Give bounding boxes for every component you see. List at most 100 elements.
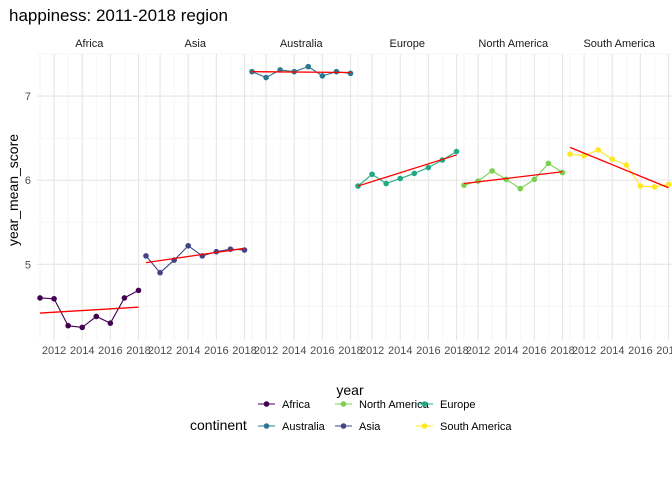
data-point: [79, 324, 86, 331]
data-point: [559, 169, 566, 176]
data-point: [121, 295, 128, 301]
facet-panel-europe: Europe 2012 2014 2016 2018: [355, 38, 469, 357]
data-point: [623, 162, 630, 168]
legend-item-australia: Australia: [258, 421, 326, 433]
x-tick-label: 2016: [310, 345, 334, 357]
legend-key-point: [340, 401, 347, 407]
facet-strip-label: Africa: [75, 38, 104, 50]
series-line: [463, 162, 563, 190]
data-point: [637, 183, 644, 189]
data-point: [531, 176, 538, 183]
data-point: [143, 253, 149, 259]
x-tick-label: 2012: [254, 345, 278, 357]
trend-line: [251, 71, 351, 74]
legend-label: Europe: [440, 399, 475, 411]
legend: Africa Australia North America Asia Europe So…: [258, 399, 512, 433]
legend-label: South America: [440, 421, 512, 433]
data-point: [37, 295, 43, 301]
facet-panel-asia: Asia 2012 2014 2016 2018: [143, 38, 257, 357]
x-axis-title: year: [336, 382, 364, 398]
facet-panel-africa: Africa 2012 2014 2016 2018: [37, 38, 151, 357]
legend-key-point: [421, 423, 428, 429]
x-tick-label: 2014: [600, 345, 624, 357]
data-point: [567, 151, 573, 157]
data-point: [425, 164, 432, 171]
legend-item-asia: Asia: [335, 421, 381, 433]
data-point: [333, 68, 340, 75]
legend-label: Africa: [282, 399, 311, 411]
x-tick-label: 2012: [42, 345, 66, 357]
data-point: [651, 184, 658, 190]
data-point: [263, 74, 269, 81]
data-point: [411, 170, 418, 177]
x-tick-label: 2016: [98, 345, 122, 357]
data-point: [107, 320, 114, 326]
x-tick-label: 2012: [148, 345, 172, 357]
x-tick-label: 2016: [416, 345, 440, 357]
facet-panel-south-america: South America 2012 2014 2016 2018: [567, 38, 672, 357]
legend-item-europe: Europe: [416, 399, 475, 411]
x-tick-label: 2018: [126, 345, 150, 357]
x-tick-label: 2016: [628, 345, 652, 357]
data-point: [665, 181, 672, 188]
legend-title: continent: [190, 417, 247, 433]
data-point: [93, 313, 100, 320]
legend-key-point: [340, 423, 347, 429]
y-axis-title: year_mean_score: [5, 134, 21, 246]
data-point: [135, 287, 142, 294]
trend-line: [145, 247, 245, 264]
data-point: [453, 148, 460, 155]
y-tick-label: 7: [25, 91, 31, 103]
legend-item-south-america: South America: [416, 421, 512, 433]
x-tick-label: 2018: [338, 345, 362, 357]
x-tick-label: 2012: [572, 345, 596, 357]
trend-line: [357, 154, 457, 187]
x-tick-label: 2014: [494, 345, 518, 357]
data-point: [397, 175, 404, 182]
x-tick-label: 2018: [444, 345, 468, 357]
x-tick-label: 2016: [204, 345, 228, 357]
legend-item-north-america: North America: [335, 399, 430, 411]
trend-line: [569, 146, 669, 189]
legend-label: Australia: [282, 421, 326, 433]
data-point: [383, 180, 389, 187]
x-tick-label: 2014: [176, 345, 200, 357]
trend-line: [39, 306, 139, 314]
x-tick-label: 2014: [388, 345, 412, 357]
data-point: [157, 269, 163, 276]
data-point: [545, 160, 552, 167]
legend-key-point: [263, 423, 270, 429]
x-tick-label: 2014: [282, 345, 306, 357]
data-point: [347, 70, 354, 77]
facet-strip-label: South America: [583, 38, 655, 50]
data-point: [489, 168, 495, 174]
y-tick-label: 5: [25, 259, 31, 271]
legend-label: North America: [359, 399, 430, 411]
facet-strip-label: Europe: [390, 38, 425, 50]
x-tick-label: 2018: [550, 345, 574, 357]
x-tick-label: 2012: [360, 345, 384, 357]
facet-strip-label: North America: [478, 38, 549, 50]
chart-title: happiness: 2011-2018 region: [9, 6, 228, 25]
series-line: [39, 289, 139, 328]
data-point: [305, 63, 312, 70]
facet-panel-australia: Australia 2012 2014 2016 2018: [249, 38, 363, 357]
data-point: [319, 73, 326, 79]
x-tick-label: 2014: [70, 345, 94, 357]
trend-line: [463, 171, 563, 185]
facet-strip-label: Australia: [280, 38, 324, 50]
legend-label: Asia: [359, 421, 381, 433]
data-point: [517, 185, 524, 192]
x-tick-label: 2016: [522, 345, 546, 357]
x-tick-label: 2012: [466, 345, 490, 357]
data-point: [609, 156, 616, 162]
data-point: [51, 295, 57, 302]
data-point: [65, 322, 71, 329]
data-point: [595, 147, 601, 153]
x-tick-label: 2018: [232, 345, 256, 357]
x-tick-label: 2018: [656, 345, 672, 357]
data-point: [369, 171, 375, 178]
facet-panel-north-america: North America 2012 2014 2016 2018: [461, 38, 575, 357]
y-tick-label: 6: [25, 175, 31, 187]
